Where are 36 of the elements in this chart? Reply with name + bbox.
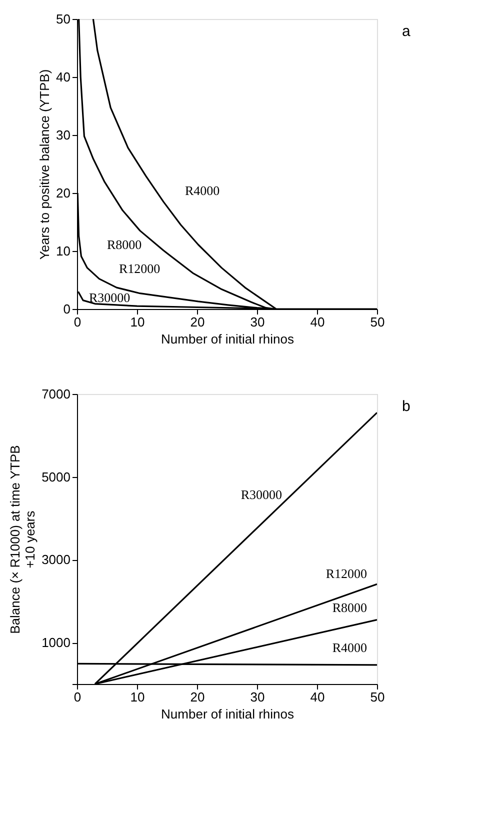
series-label: R8000 [332,600,367,615]
y-tick-label: 1000 [42,635,70,650]
y-tick-label: 3000 [42,552,70,568]
y-axis-title: Years to positive balance (YTPB) [37,69,52,260]
series-label: R12000 [119,261,160,276]
y-tick-label: 20 [56,186,70,200]
x-tick-label: 30 [250,314,265,330]
y-tick-label: 50 [56,12,70,26]
series-label: R4000 [185,183,220,198]
series-label: R12000 [326,566,367,581]
x-axis-title: Number of initial rhinos [161,332,294,346]
y-tick-label: 7000 [42,386,70,402]
series-label: R30000 [240,487,282,502]
y-tick-label: 30 [56,128,70,142]
x-tick-label: 10 [130,690,145,704]
y-tick-label: 40 [56,70,70,84]
text: a [402,23,411,40]
x-tick-label: 0 [74,314,82,330]
x-tick-label: 30 [250,690,265,704]
x-tick-label: 50 [370,690,385,704]
x-axis-title: Number of initial rhinos [161,706,294,722]
y-tick-label: 10 [56,244,70,258]
y-tick-label: 5000 [42,469,70,484]
x-tick-label: 0 [74,690,82,704]
series-label: R4000 [332,640,367,655]
x-tick-label: 20 [190,314,205,330]
series-label: R30000 [89,290,130,305]
y-tick-label: 0 [63,302,70,316]
x-tick-label: 40 [310,314,325,330]
x-tick-label: 20 [190,690,205,704]
y-axis-title: Balance (× R1000) at time YTPB +10 years [8,445,38,634]
x-tick-label: 10 [130,314,145,330]
series-label: R8000 [107,237,142,252]
text: b [402,398,410,415]
x-tick-label: 50 [370,314,385,330]
x-tick-label: 40 [310,690,325,704]
